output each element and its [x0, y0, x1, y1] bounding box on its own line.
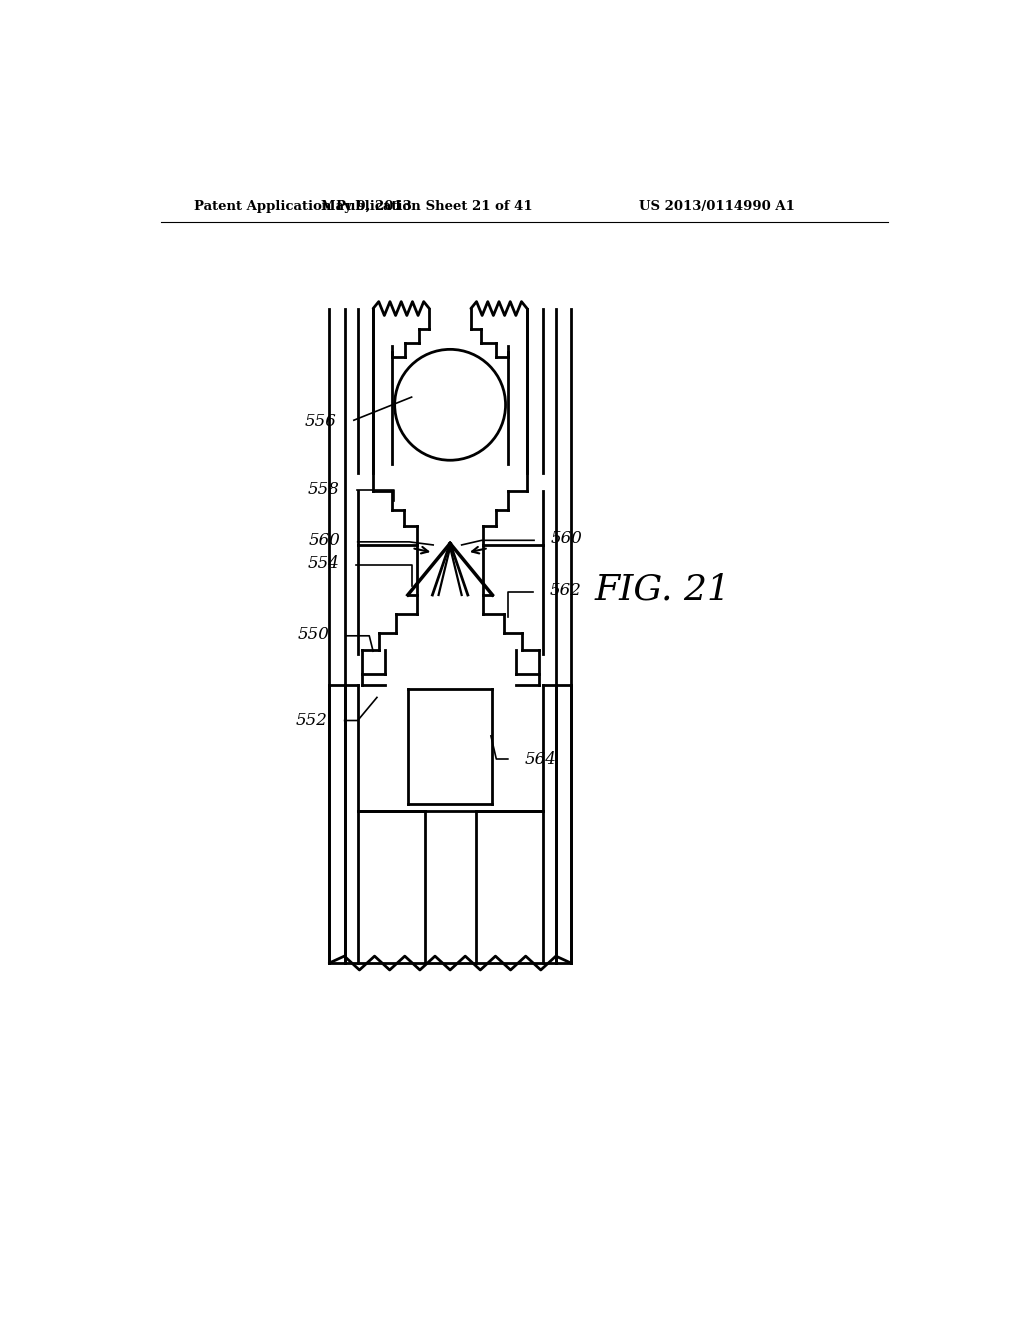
Text: 560: 560: [551, 531, 583, 548]
Text: Patent Application Publication: Patent Application Publication: [194, 199, 421, 213]
Text: US 2013/0114990 A1: US 2013/0114990 A1: [639, 199, 795, 213]
Text: 556: 556: [305, 413, 337, 430]
Text: 552: 552: [296, 711, 328, 729]
Text: FIG. 21: FIG. 21: [594, 573, 730, 607]
Text: 560: 560: [309, 532, 341, 549]
Text: 564: 564: [524, 751, 557, 767]
Text: 558: 558: [308, 480, 340, 498]
Text: 550: 550: [297, 626, 330, 643]
Text: 554: 554: [307, 554, 339, 572]
Text: 562: 562: [550, 582, 582, 599]
Text: May 9, 2013   Sheet 21 of 41: May 9, 2013 Sheet 21 of 41: [322, 199, 532, 213]
